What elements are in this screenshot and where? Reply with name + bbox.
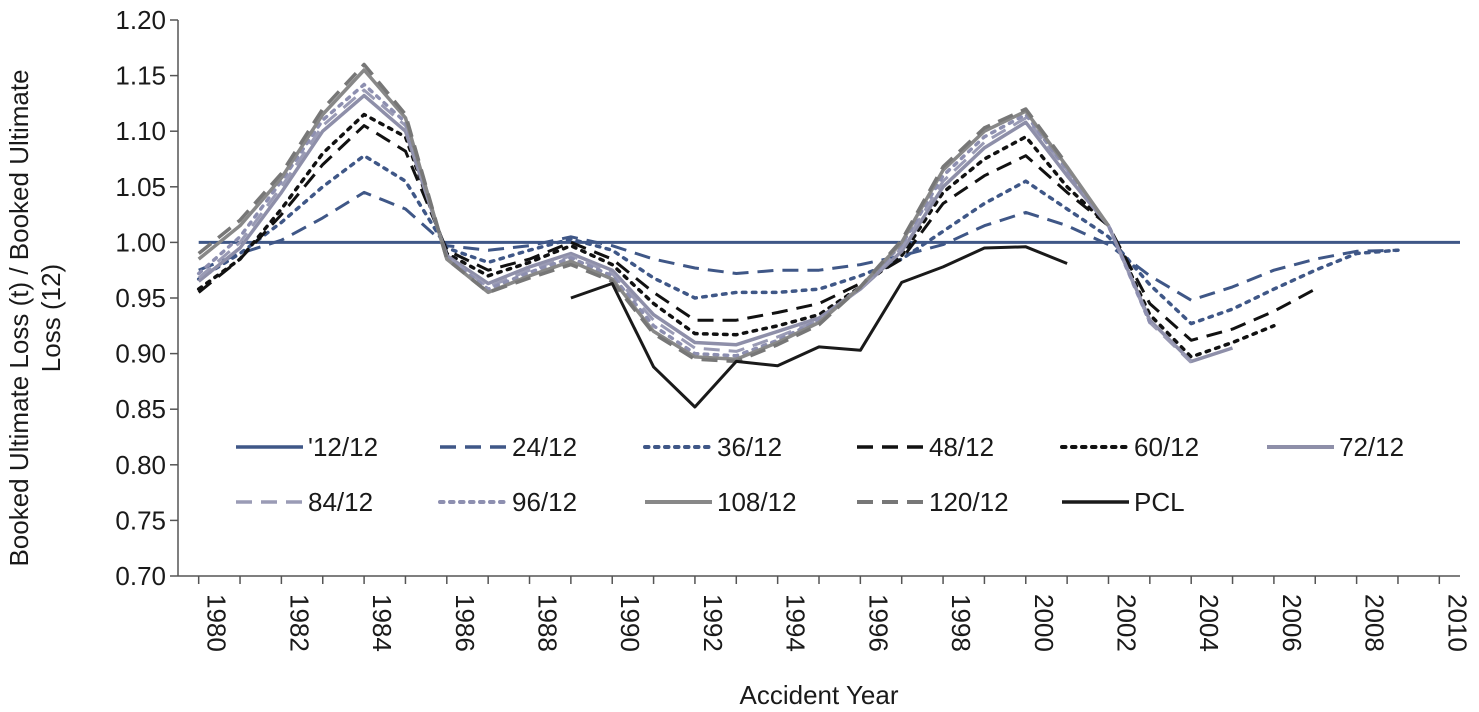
series-line-9 <box>197 62 1069 364</box>
y-axis-title-line-2: Loss (12) <box>36 264 66 372</box>
legend-label-5: 72/12 <box>1339 432 1404 462</box>
x-tick-label: 1986 <box>450 594 480 652</box>
series-line-8 <box>197 68 1110 361</box>
y-axis-ticks: 0.70 0.75 0.80 0.85 0.90 0.95 1.00 1.05 1.10 1.15… <box>115 5 178 591</box>
legend-label-0: '12/12 <box>308 432 378 462</box>
y-axis-title-line-1: Booked Ultimate Loss (t) / Booked Ultima… <box>4 69 34 566</box>
y-tick-label: 0.85 <box>115 394 166 424</box>
x-tick-label: 1982 <box>284 594 314 652</box>
legend-label-4: 60/12 <box>1134 432 1199 462</box>
x-tick-label: 2002 <box>1111 594 1141 652</box>
x-tick-label: 1988 <box>533 594 563 652</box>
legend: '12/12 24/12 36/12 48/12 60/12 72/12 84/12 96/1… <box>236 432 1404 517</box>
x-tick-label: 1998 <box>946 594 976 652</box>
series-line-4 <box>196 112 1276 359</box>
y-tick-label: 0.80 <box>115 450 166 480</box>
x-axis-ticks: 1980 1982 1984 1986 1988 1990 1992 1994 1996 1998… <box>197 576 1472 652</box>
x-tick-label: 1992 <box>698 594 728 652</box>
x-axis-title: Accident Year <box>739 680 898 710</box>
series-line-6 <box>197 88 1193 364</box>
x-tick-label: 1996 <box>863 594 893 652</box>
x-tick-label: 2010 <box>1442 594 1472 652</box>
y-tick-label: 0.75 <box>115 505 166 535</box>
y-tick-label: 0.95 <box>115 283 166 313</box>
legend-label-10: PCL <box>1134 487 1185 517</box>
legend-label-6: 84/12 <box>308 487 373 517</box>
y-tick-label: 1.00 <box>115 227 166 257</box>
series-line-5 <box>197 93 1234 364</box>
y-tick-label: 1.20 <box>115 5 166 35</box>
series-line-10 <box>570 245 1068 409</box>
series-line-3 <box>197 124 1317 342</box>
x-tick-label: 2006 <box>1277 594 1307 652</box>
x-tick-label: 2004 <box>1194 594 1224 652</box>
series-line-7 <box>196 82 1152 358</box>
y-tick-label: 0.90 <box>115 339 166 369</box>
x-tick-label: 1980 <box>202 594 232 652</box>
legend-label-3: 48/12 <box>929 432 994 462</box>
y-tick-label: 1.15 <box>115 61 166 91</box>
legend-label-1: 24/12 <box>512 432 577 462</box>
x-tick-label: 1990 <box>615 594 645 652</box>
x-tick-label: 1994 <box>781 594 811 652</box>
x-tick-label: 1984 <box>367 594 397 652</box>
y-tick-label: 1.10 <box>115 116 166 146</box>
series-line-1 <box>198 190 1399 302</box>
series-line-2 <box>196 153 1400 326</box>
series-lines <box>196 62 1460 409</box>
legend-label-8: 108/12 <box>717 487 797 517</box>
legend-label-2: 36/12 <box>717 432 782 462</box>
x-tick-label: 2000 <box>1029 594 1059 652</box>
y-tick-label: 1.05 <box>115 172 166 202</box>
legend-label-9: 120/12 <box>929 487 1009 517</box>
x-tick-label: 2008 <box>1360 594 1390 652</box>
legend-label-7: 96/12 <box>512 487 577 517</box>
y-tick-label: 0.70 <box>115 561 166 591</box>
